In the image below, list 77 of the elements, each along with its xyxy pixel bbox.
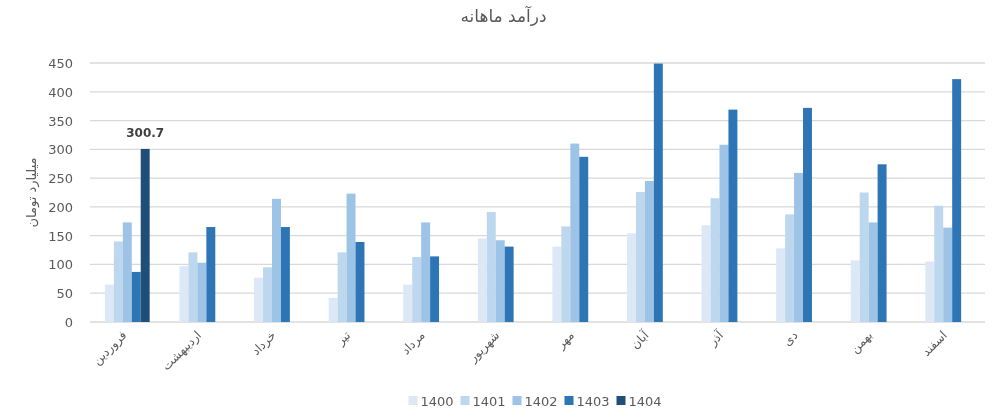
y-tick-label: 50 <box>56 286 73 302</box>
x-tick-label: بهمن <box>847 328 876 357</box>
legend-label: 1400 <box>420 394 454 409</box>
bar <box>486 212 496 322</box>
bar <box>197 262 207 322</box>
bar <box>785 214 795 322</box>
bar <box>952 79 962 322</box>
bar <box>561 226 571 322</box>
bar <box>710 198 720 322</box>
bar <box>412 256 422 322</box>
bar <box>113 241 123 322</box>
legend-label: 1404 <box>628 394 662 409</box>
bar <box>925 261 935 322</box>
bar <box>495 240 505 322</box>
x-tick-label: مهر <box>553 328 578 353</box>
y-tick-label: 200 <box>48 199 73 215</box>
legend-label: 1402 <box>524 394 558 409</box>
bar <box>179 266 189 322</box>
bar <box>644 180 654 322</box>
x-tick-label: اردیبهشت <box>159 328 205 374</box>
bar <box>579 156 589 322</box>
x-tick-label: تیر <box>332 328 354 350</box>
legend-label: 1401 <box>472 394 506 409</box>
bar <box>104 284 114 322</box>
y-tick-label: 350 <box>48 113 73 129</box>
y-axis-title: میلیارد تومان <box>24 157 40 228</box>
bar <box>271 198 281 322</box>
bar <box>653 63 663 322</box>
x-tick-label: آبان <box>627 327 652 352</box>
y-tick-label: 150 <box>48 228 73 244</box>
bar <box>934 205 944 322</box>
bar <box>122 222 132 322</box>
bar <box>776 248 786 322</box>
x-tick-label: خرداد <box>248 328 280 359</box>
bar <box>943 227 953 322</box>
bar <box>403 284 413 322</box>
bar <box>328 297 338 322</box>
bar <box>504 246 514 322</box>
bar <box>280 227 290 322</box>
bar <box>206 227 216 322</box>
bar <box>803 107 812 322</box>
bar <box>728 109 738 322</box>
y-tick-label: 400 <box>48 84 73 100</box>
chart-title: درآمد ماهانه <box>460 5 547 26</box>
y-tick-label: 0 <box>64 315 73 330</box>
bar <box>430 256 440 322</box>
bar <box>627 233 636 322</box>
x-tick-label: آذر <box>704 327 728 350</box>
bar <box>570 143 580 322</box>
legend-label: 1403 <box>576 394 610 409</box>
bar <box>188 252 198 322</box>
bar <box>552 246 562 322</box>
bar <box>477 238 487 322</box>
data-label: 300.7 <box>126 125 165 140</box>
y-tick-label: 450 <box>48 56 73 71</box>
bar <box>868 222 878 322</box>
y-tick-label: 100 <box>48 257 73 273</box>
bar <box>254 277 264 322</box>
bar <box>877 164 887 322</box>
bar <box>131 271 141 322</box>
bar <box>337 252 347 322</box>
y-tick-label: 300 <box>48 142 73 158</box>
x-tick-label: فروردین <box>89 328 131 369</box>
bar <box>859 192 869 322</box>
x-tick-label: شهریور <box>465 328 504 367</box>
bar <box>719 144 729 322</box>
bar <box>701 225 711 322</box>
bar <box>635 191 645 322</box>
x-tick-label: دی <box>780 328 801 349</box>
y-tick-label: 250 <box>48 171 73 187</box>
bar <box>850 260 860 322</box>
bar <box>346 193 356 322</box>
bar <box>794 172 804 322</box>
bar <box>421 222 431 322</box>
x-tick-label: اسفند <box>919 328 950 359</box>
x-tick-label: مرداد <box>398 328 429 358</box>
bar <box>263 267 272 322</box>
